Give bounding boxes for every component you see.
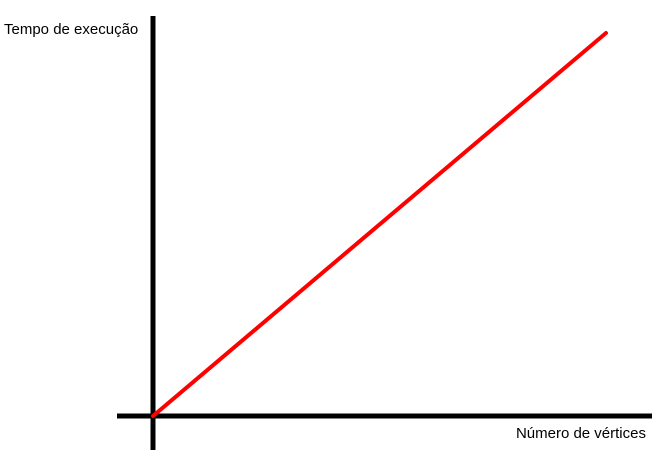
x-axis-label: Número de vértices (515, 425, 646, 442)
series-line-0 (151, 31, 608, 418)
y-axis-label: Tempo de execução (4, 21, 139, 38)
series-layer (151, 31, 608, 418)
